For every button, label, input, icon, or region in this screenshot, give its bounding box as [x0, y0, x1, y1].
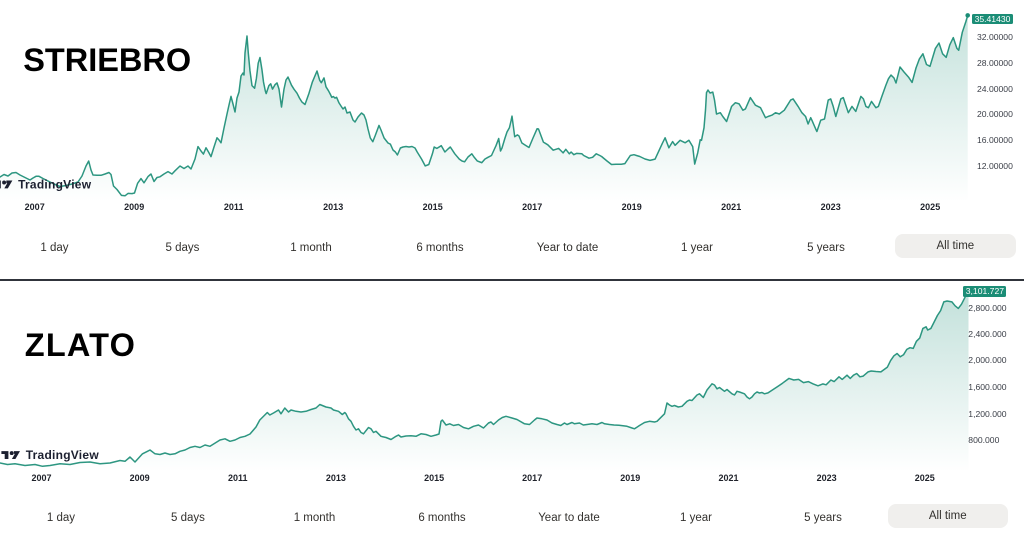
svg-text:TradingView: TradingView: [18, 177, 92, 191]
svg-text:TradingView: TradingView: [26, 448, 100, 462]
